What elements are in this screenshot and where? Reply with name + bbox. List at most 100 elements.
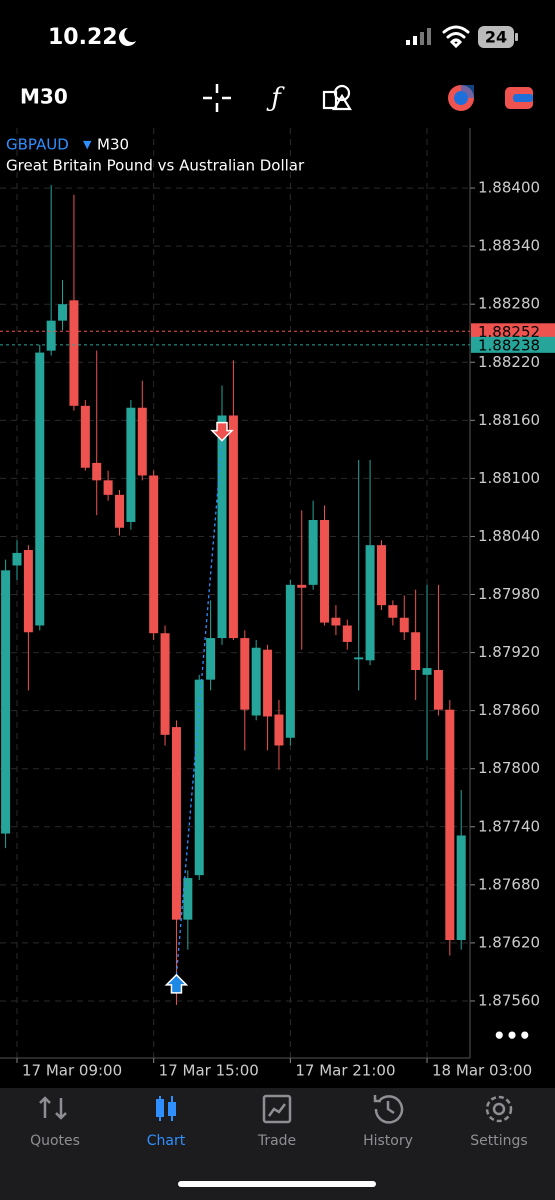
candle-body (251, 647, 261, 716)
candle-body (320, 520, 330, 623)
tab[interactable]: Quotes (30, 1096, 80, 1149)
tab-icon[interactable] (156, 1096, 176, 1121)
y-tick-label: 1.87800 (478, 759, 540, 777)
trade-line (175, 440, 223, 975)
more-button[interactable]: ••• (493, 1024, 531, 1048)
candle-body (126, 407, 136, 522)
candle-body (297, 584, 307, 588)
candle-body (194, 679, 204, 876)
candle-body (23, 550, 33, 633)
candle-body (149, 475, 159, 634)
candle-body (35, 352, 45, 626)
battery-icon (478, 26, 514, 48)
y-tick-label: 1.88160 (478, 411, 540, 429)
signal-icon (406, 28, 431, 45)
tab[interactable]: Trade (257, 1094, 296, 1149)
candle-body (217, 415, 227, 639)
y-tick-label: 1.88340 (478, 237, 540, 255)
candle-body (422, 668, 432, 675)
tab-label[interactable]: Settings (470, 1133, 527, 1149)
candle-body (342, 625, 352, 642)
chart-area: 1.88400 1.88340 1.88280 1.88220 1.88160 1.881… (0, 128, 555, 1080)
tab[interactable]: Settings (470, 1095, 528, 1149)
candle-body (240, 638, 250, 710)
y-tick-label: 1.88220 (478, 353, 540, 371)
candle-body (1, 570, 11, 834)
x-tick-label: 17 Mar 21:00 (295, 1062, 395, 1080)
symbol-name[interactable]: GBPAUD (6, 136, 69, 154)
candle-body (69, 300, 79, 406)
indicators-icon[interactable]: ƒ (266, 83, 285, 113)
y-tick-label: 1.88100 (478, 469, 540, 487)
candle-body (399, 617, 409, 633)
status-time: 10.22 (48, 25, 118, 50)
home-indicator (178, 1181, 376, 1187)
y-tick-label: 1.87860 (478, 701, 540, 719)
objects-icon[interactable] (322, 84, 352, 111)
candle-body (411, 632, 421, 670)
tab-items: Quotes Chart Trade History Settings (30, 1094, 528, 1149)
candle-body (285, 584, 295, 738)
x-tick-label: 18 Mar 03:00 (432, 1062, 532, 1080)
candle-body (263, 649, 273, 717)
candle-body (58, 304, 68, 321)
candle-body (365, 545, 375, 661)
candle-body (433, 670, 443, 710)
buy-arrow (164, 973, 189, 994)
tab-icon[interactable] (373, 1095, 404, 1124)
candle-body (160, 633, 170, 735)
x-tick-label: 17 Mar 15:00 (159, 1062, 259, 1080)
candle-body (115, 494, 124, 528)
candle-body (274, 714, 284, 746)
tab-icon[interactable] (39, 1096, 67, 1120)
battery-tip (515, 33, 518, 41)
battery-level: 24 (485, 28, 507, 47)
candle-body (376, 545, 386, 606)
candle-body (46, 320, 56, 351)
bid-label-box (471, 336, 555, 353)
timeframe-button[interactable]: M30 (20, 85, 68, 109)
y-tick-label: 1.87920 (478, 643, 540, 661)
candle-body (183, 878, 193, 920)
y-tick-label: 1.87680 (478, 875, 540, 893)
tab-label[interactable]: Quotes (30, 1133, 80, 1149)
candle-body (445, 709, 455, 940)
candle-body (388, 605, 398, 618)
candle-body (228, 415, 238, 639)
bid-label: 1.88238 (478, 336, 540, 354)
tab[interactable]: History (363, 1095, 413, 1149)
tab-label[interactable]: Chart (147, 1133, 186, 1149)
y-tick-label: 1.87740 (478, 817, 540, 835)
y-tick-label: 1.88280 (478, 295, 540, 313)
candle-body (12, 552, 22, 566)
candle-body (456, 835, 466, 940)
account-icon[interactable] (448, 85, 474, 111)
tab[interactable]: Chart (147, 1096, 186, 1149)
ask-label: 1.88252 (478, 323, 540, 341)
tab-icon[interactable] (485, 1095, 513, 1123)
y-tick-label: 1.87620 (478, 933, 540, 951)
y-tick-label: 1.87980 (478, 585, 540, 603)
sell-arrow (210, 421, 234, 442)
candle-body (308, 520, 318, 585)
trade-icon[interactable] (505, 87, 533, 109)
candle-body (92, 462, 102, 481)
chart-timeframe: M30 (97, 136, 129, 154)
tab-label[interactable]: Trade (257, 1133, 296, 1149)
y-tick-label: 1.88400 (478, 179, 540, 197)
candle-body (354, 657, 364, 660)
y-tick-label: 1.87560 (478, 991, 540, 1009)
ask-label-box (471, 323, 555, 340)
candle-body (80, 405, 90, 468)
y-tick-label: 1.88040 (478, 527, 540, 545)
symbol-dropdown[interactable]: ▼ (83, 138, 92, 151)
candle-body (103, 480, 113, 495)
crosshair-icon[interactable] (203, 84, 231, 112)
candle-body (331, 617, 341, 626)
tab-label[interactable]: History (363, 1133, 413, 1149)
tab-icon[interactable] (262, 1094, 292, 1124)
chart-title: Great Britain Pound vs Australian Dollar (6, 157, 305, 175)
candle-body (171, 727, 181, 920)
